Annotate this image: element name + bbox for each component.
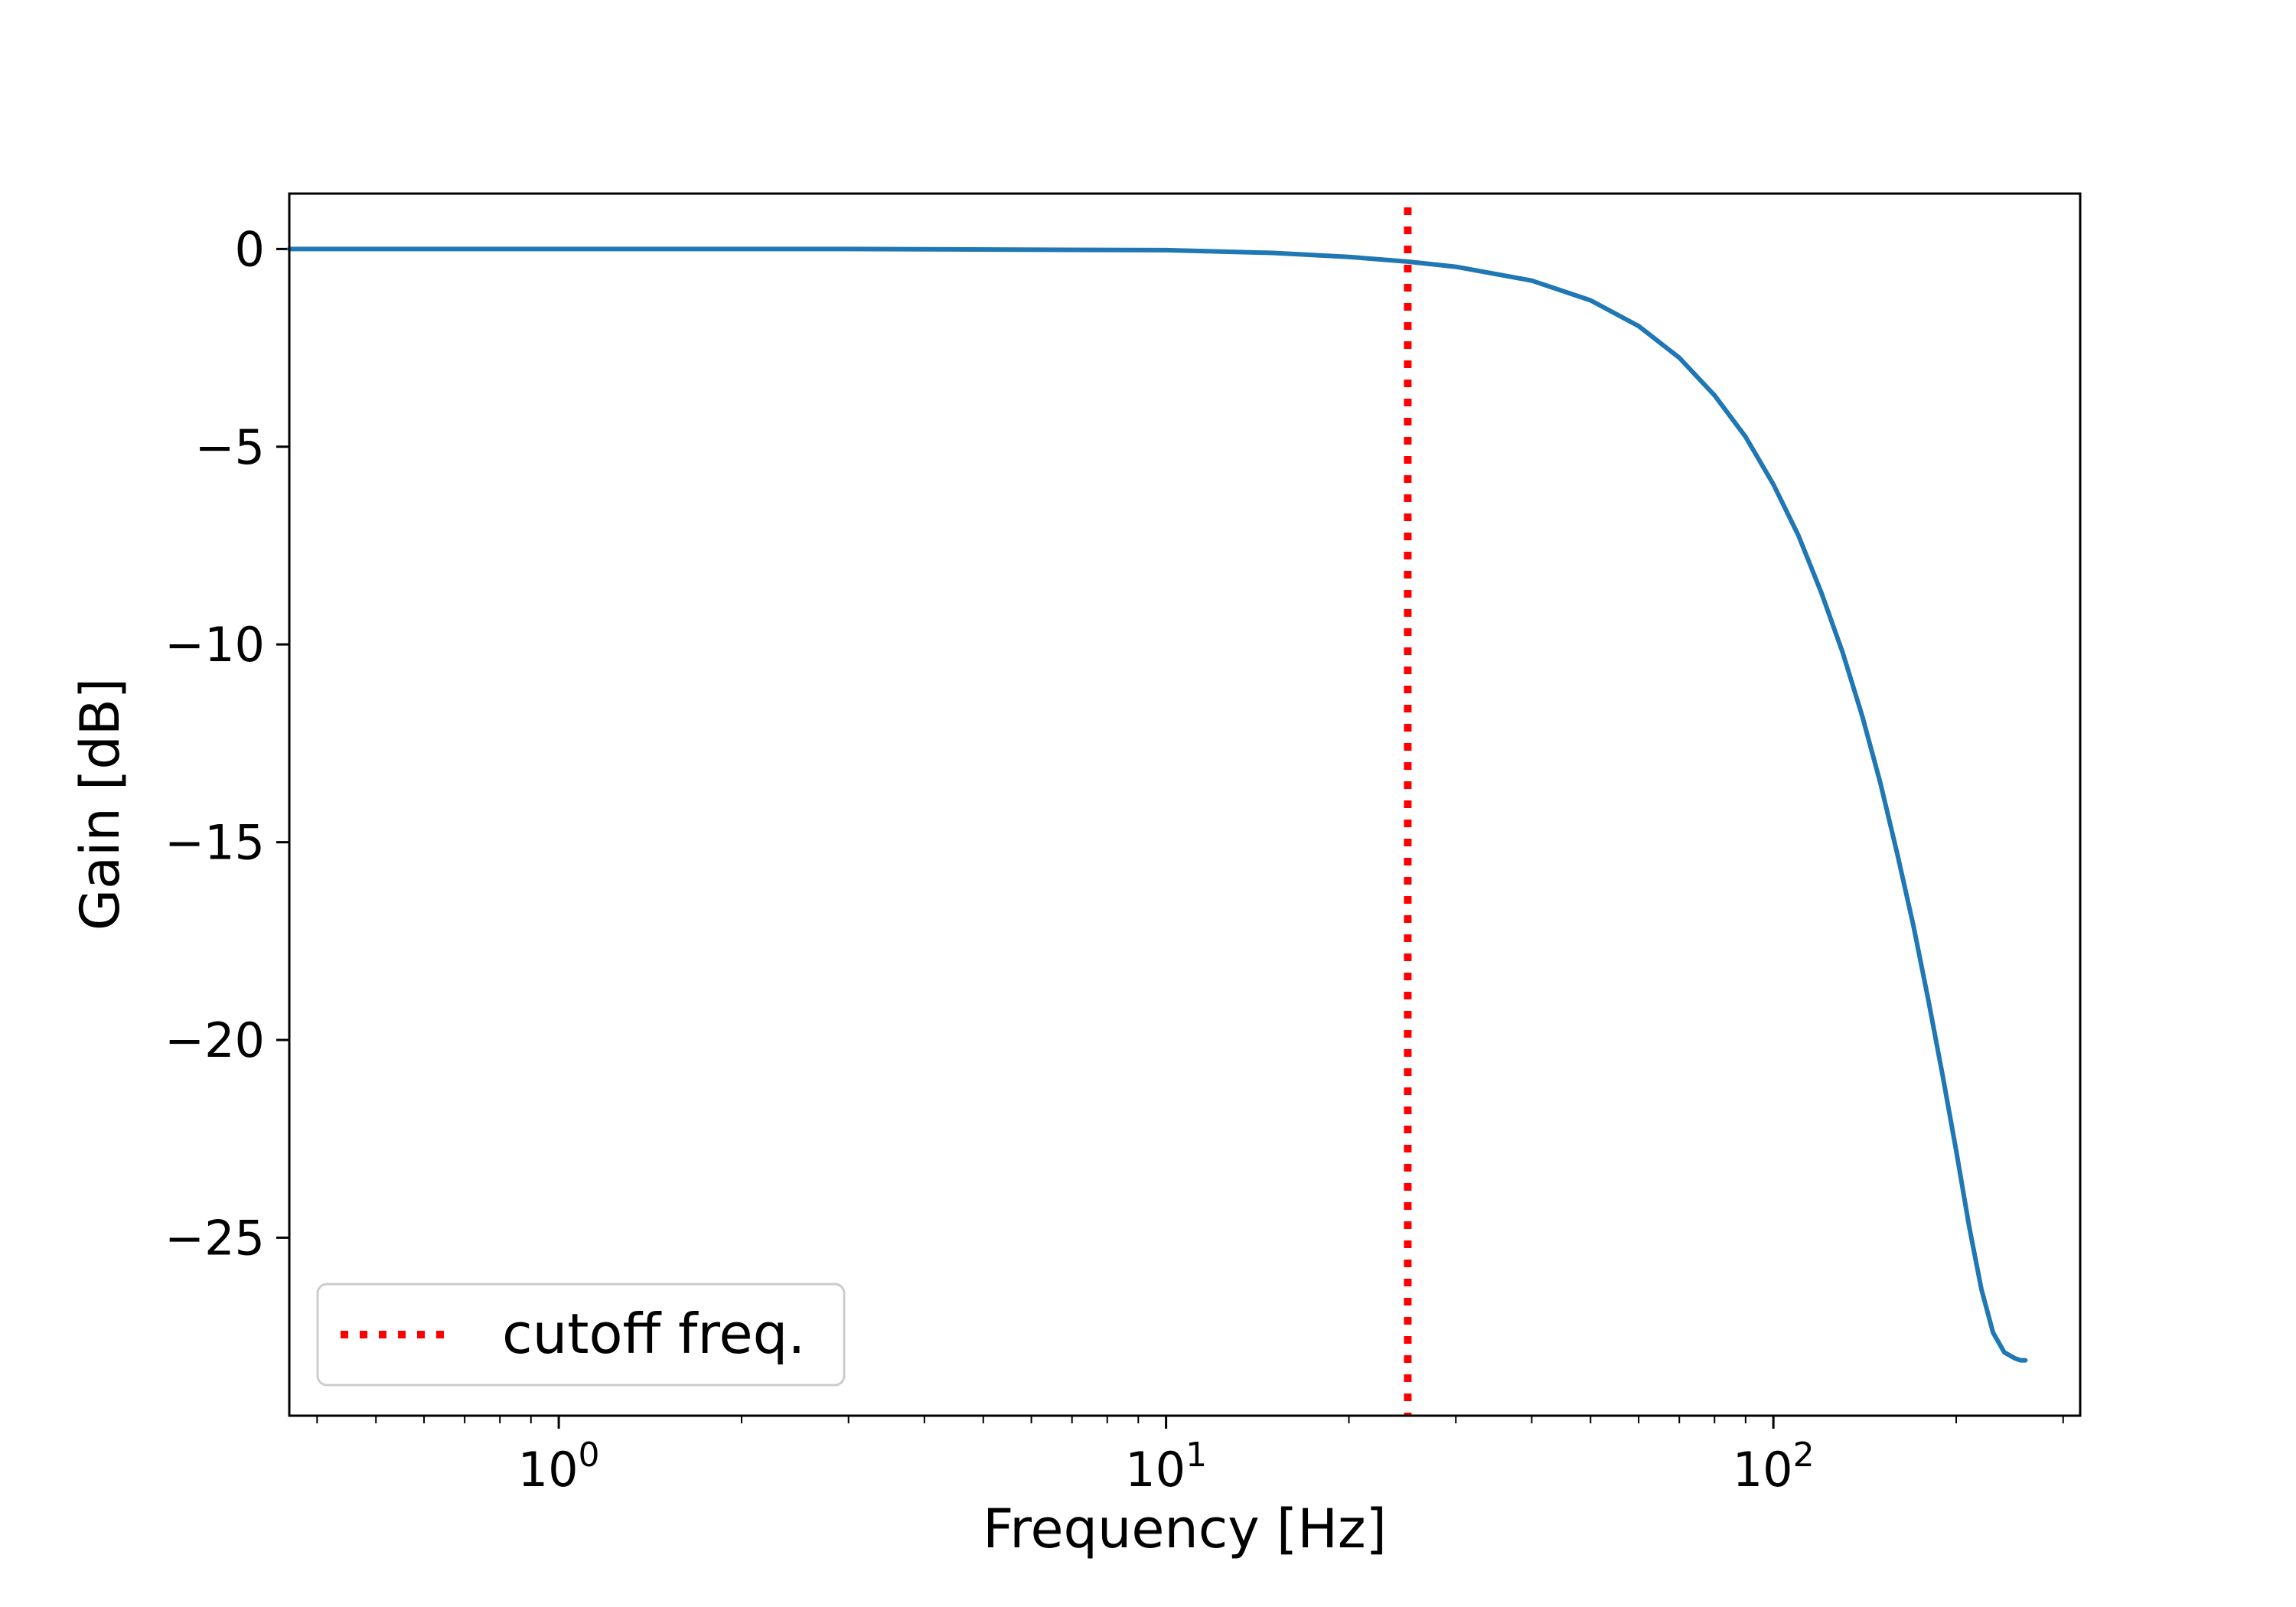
ticks-layer: 100 101 102 0 −5 −10 −15 −20 −25 [165, 221, 2064, 1498]
x-tick-label: 102 [1733, 1436, 1815, 1498]
y-tick-label: −25 [165, 1210, 265, 1266]
x-tick-label: 100 [518, 1436, 600, 1498]
y-tick-label: −5 [195, 419, 265, 475]
series-line [287, 246, 2028, 1363]
plot-area [289, 194, 2080, 1416]
y-tick-label: 0 [235, 221, 265, 277]
series-layer [287, 207, 2028, 1416]
y-tick-label: −20 [165, 1012, 265, 1068]
legend: cutoff freq. [316, 1283, 846, 1387]
x-tick-label: 101 [1125, 1436, 1207, 1498]
y-tick-label: −15 [165, 815, 265, 871]
y-axis-label: Gain [dB] [69, 678, 132, 931]
plot-frame [288, 192, 2082, 1417]
legend-label-cutoff: cutoff freq. [502, 1302, 805, 1366]
y-tick-label: −10 [165, 617, 265, 673]
legend-box [316, 1283, 846, 1387]
x-axis-label: Frequency [Hz] [983, 1498, 1387, 1560]
